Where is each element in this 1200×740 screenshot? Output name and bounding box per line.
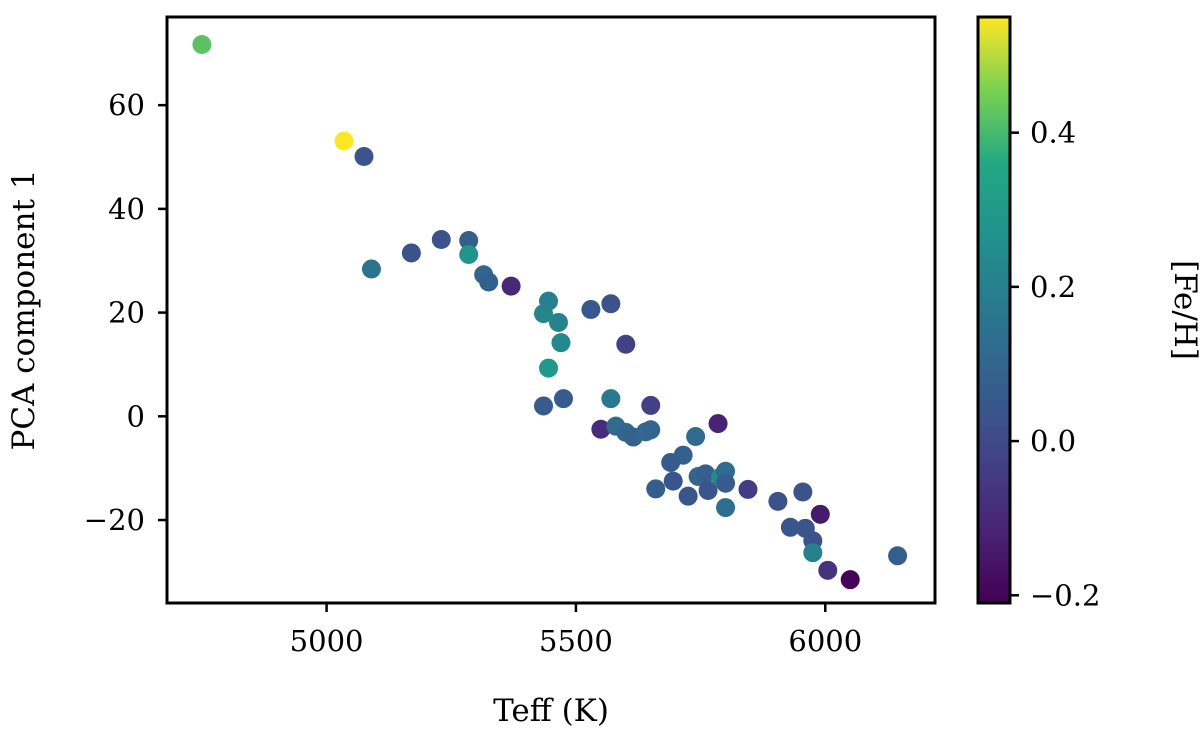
data-point <box>673 445 693 465</box>
data-point <box>686 427 706 447</box>
y-tick-label: 40 <box>108 192 145 226</box>
data-point <box>192 34 212 54</box>
y-tick-label: −20 <box>84 503 145 537</box>
data-point <box>459 245 479 265</box>
data-point <box>663 471 683 491</box>
data-point <box>534 304 554 324</box>
data-points <box>192 34 908 590</box>
data-point <box>888 546 908 566</box>
data-point <box>780 517 800 537</box>
data-point <box>818 560 838 580</box>
data-point <box>601 294 621 314</box>
data-point <box>616 334 636 354</box>
plot-frame <box>165 15 937 605</box>
y-axis: −20 0 20 40 60 <box>84 88 167 537</box>
colorbar-frame <box>976 15 1012 605</box>
x-axis: 5000 5500 6000 <box>290 603 862 658</box>
data-point <box>591 419 611 439</box>
colorbar-tick-label: 0.2 <box>1030 270 1076 304</box>
data-point <box>431 229 451 249</box>
data-point <box>581 299 601 319</box>
data-point <box>716 498 736 518</box>
y-axis-title: PCA component 1 <box>6 169 42 450</box>
data-point <box>840 570 860 590</box>
data-point <box>641 395 661 415</box>
data-point <box>738 479 758 499</box>
data-point <box>646 479 666 499</box>
data-point <box>354 146 374 166</box>
x-tick-label: 6000 <box>788 624 862 658</box>
data-point <box>641 420 661 440</box>
colorbar-tick-label: 0.4 <box>1030 116 1076 150</box>
colorbar-axis: −0.2 0.0 0.2 0.4 <box>1010 116 1100 612</box>
colorbar <box>978 17 1010 603</box>
data-point <box>548 312 568 332</box>
colorbar-label: [Fe/H] <box>1167 260 1200 360</box>
data-point <box>361 259 381 279</box>
data-point <box>793 482 813 502</box>
data-point <box>810 504 830 524</box>
data-point <box>601 389 621 409</box>
y-tick-label: 60 <box>108 88 145 122</box>
data-point <box>551 333 571 353</box>
x-tick-label: 5000 <box>290 624 364 658</box>
data-point <box>459 231 479 251</box>
data-point <box>696 464 716 484</box>
y-tick-label: 20 <box>108 296 145 330</box>
colorbar-tick-label: 0.0 <box>1030 424 1076 458</box>
data-point <box>501 276 521 296</box>
y-tick-label: 0 <box>127 399 145 433</box>
data-point <box>401 243 421 263</box>
x-axis-title: Teff (K) <box>493 693 609 729</box>
data-point <box>708 414 728 434</box>
data-point <box>678 486 698 506</box>
colorbar-tick-label: −0.2 <box>1030 578 1100 612</box>
data-point <box>803 543 823 563</box>
data-point <box>479 272 499 292</box>
data-point <box>768 491 788 511</box>
data-point <box>698 480 718 500</box>
data-point <box>553 389 573 409</box>
data-point <box>334 131 354 151</box>
data-point <box>539 358 559 378</box>
data-point <box>716 473 736 493</box>
data-point <box>534 396 554 416</box>
x-tick-label: 5500 <box>539 624 613 658</box>
